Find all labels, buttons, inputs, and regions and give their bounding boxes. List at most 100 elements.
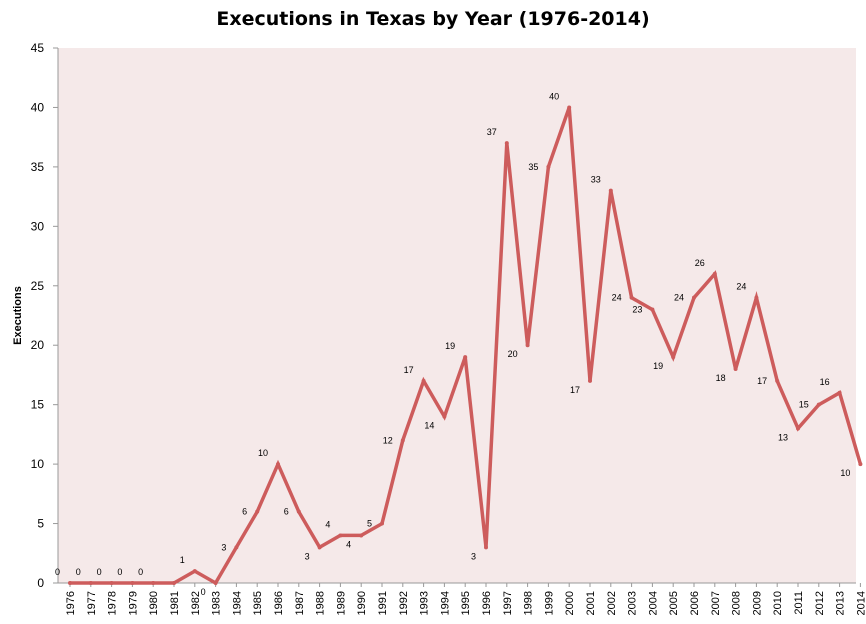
x-tick-label: 1991 [377,591,389,615]
data-point [276,462,280,467]
data-point [484,545,488,550]
data-label: 10 [840,468,850,478]
data-point [296,509,301,514]
data-label: 3 [221,542,226,552]
y-tick-label: 0 [37,576,44,590]
data-label: 24 [674,293,684,303]
data-point [775,378,780,383]
x-tick-label: 1980 [148,591,160,615]
data-point [567,105,572,110]
data-label: 0 [138,567,143,577]
data-label: 14 [424,421,434,431]
y-tick-label: 30 [31,219,45,233]
data-label: 1 [180,555,185,565]
data-label: 17 [570,385,580,395]
data-label: 4 [346,539,351,549]
data-label: 19 [445,341,455,351]
data-label: 20 [508,349,518,359]
data-label: 24 [612,293,622,303]
data-point [504,141,509,146]
y-tick-label: 45 [31,41,45,55]
x-tick-label: 1977 [86,591,98,615]
data-point [650,307,655,312]
data-point [255,509,260,514]
x-tick-label: 1981 [169,591,181,615]
data-point [712,271,717,276]
x-tick-label: 1983 [211,591,223,615]
y-tick-label: 15 [31,398,45,412]
data-point [151,581,156,585]
x-tick-label: 1992 [398,591,410,615]
data-label: 17 [757,376,767,386]
x-tick-label: 2010 [772,591,784,615]
x-tick-label: 2012 [814,591,826,615]
x-tick-label: 2008 [731,591,743,615]
data-point [130,581,135,585]
data-point [421,378,426,383]
data-label: 24 [736,282,746,292]
data-label: 18 [716,373,726,383]
data-label: 17 [404,365,414,375]
data-point [629,295,634,300]
x-tick-label: 1987 [294,591,306,615]
data-label: 5 [367,519,372,529]
data-label: 6 [242,507,247,517]
data-point [359,533,364,538]
data-point [213,581,218,585]
data-point [858,462,863,467]
data-label: 0 [55,567,60,577]
data-labels: 0 0 0 0 010361063445121714193372035401733242… [55,91,850,597]
data-label: 13 [778,432,788,442]
x-tick-label: 1986 [273,591,285,615]
data-label: 19 [653,361,663,371]
x-tick-label: 1988 [315,591,327,615]
data-label: 0 [76,567,81,577]
data-point [338,533,343,538]
x-tick-label: 2000 [564,591,576,615]
data-label: 4 [325,519,330,529]
y-axis: 0 5 10 15 20 25 30 35 40 45 [31,41,59,590]
data-label: 15 [799,400,809,410]
data-point [588,378,592,383]
data-point [192,569,197,574]
x-tick-label: 1976 [65,591,77,615]
data-point [234,545,239,550]
data-point [463,355,468,360]
data-label: 0 [201,587,206,597]
data-point [733,367,738,371]
plot-area [58,48,856,583]
chart-title: Executions in Texas by Year (1976-2014) [216,8,650,30]
data-label: 6 [284,507,289,517]
x-tick-label: 1979 [127,591,139,615]
x-tick-label: 1993 [419,591,431,615]
data-label: 16 [820,377,830,387]
x-tick-label: 1994 [439,591,451,615]
data-point [546,164,551,169]
data-label: 35 [528,162,538,172]
series-layer [68,105,863,586]
x-axis: 1976 1977 1978 1979 1980 1981 1982 1983 1984 1985… [58,582,866,615]
data-label: 3 [471,551,476,561]
data-label: 40 [549,91,559,101]
y-tick-label: 25 [31,279,45,293]
x-tick-label: 1997 [502,591,514,615]
data-point [671,355,676,360]
y-tick-label: 5 [37,517,44,531]
data-point [796,426,800,431]
data-label: 0 [117,567,122,577]
x-tick-label: 2001 [585,591,597,615]
x-tick-label: 2007 [710,591,722,615]
y-tick-label: 10 [31,457,45,471]
data-point [68,581,72,585]
x-tick-label: 1984 [231,591,243,615]
x-tick-label: 1995 [460,591,472,615]
data-label: 23 [632,305,642,315]
x-tick-label: 1982 [190,591,202,615]
y-tick-label: 35 [31,160,45,174]
x-tick-label: 1989 [335,591,347,615]
x-tick-label: 2003 [627,591,639,615]
x-tick-label: 1998 [523,591,535,615]
x-tick-label: 2002 [606,591,618,615]
x-tick-label: 1985 [252,591,264,615]
